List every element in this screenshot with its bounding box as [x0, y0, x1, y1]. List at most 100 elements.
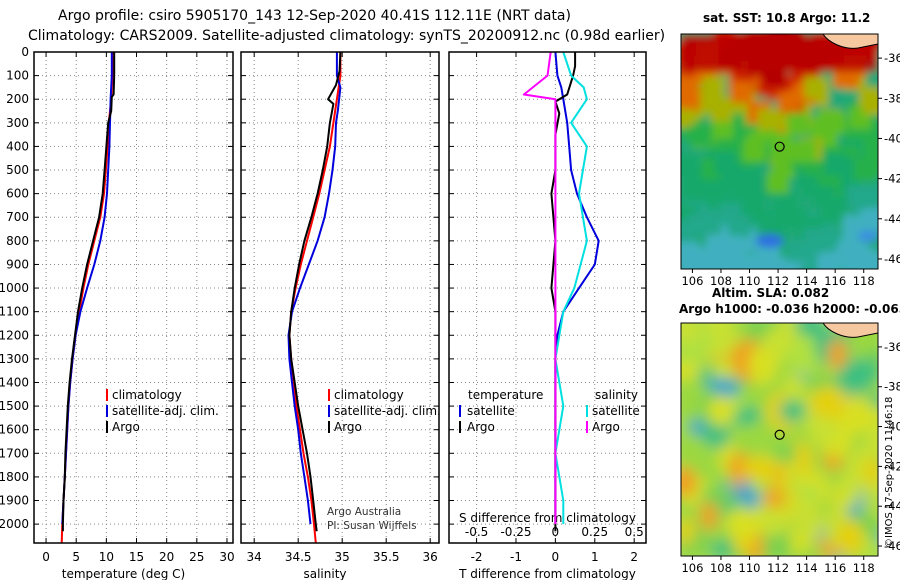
- map-blob: [724, 509, 762, 538]
- y-tick-label: 1000: [0, 281, 29, 295]
- title-line1: Argo profile: csiro 5905170_143 12-Sep-2…: [58, 8, 571, 24]
- map-cell: [684, 179, 707, 202]
- map-blob: [681, 323, 700, 343]
- map-y-tick-label: -36: [884, 340, 900, 354]
- map-cell: [743, 139, 766, 162]
- map-y-tick-label: -40: [884, 420, 900, 434]
- map-blob: [840, 397, 876, 433]
- map-blob: [807, 416, 840, 446]
- legend-climatology-label: climatology: [112, 388, 182, 402]
- x-tick-label: 34.5: [285, 550, 312, 564]
- map-cell: [853, 158, 876, 181]
- map-blob: [827, 338, 848, 370]
- y-tick-label: 400: [6, 139, 29, 153]
- legend-s-argo-label: Argo: [592, 420, 620, 434]
- legend-temperature-title: temperature: [468, 388, 543, 402]
- s-tick-label: 0: [552, 525, 560, 539]
- x-tick-label: 35.5: [373, 550, 400, 564]
- map-blob: [778, 399, 807, 423]
- y-tick-label: 1600: [0, 423, 29, 437]
- plot-area: [241, 52, 439, 543]
- plot-frame: [33, 51, 234, 544]
- y-tick-label: 1200: [0, 328, 29, 342]
- s-tick-label: -0.25: [500, 525, 531, 539]
- map-frame: [680, 33, 879, 270]
- sst-map: 106 108 110 112 114 116 118 -36 -38 -40 -42 -44 -46: [680, 33, 900, 288]
- map-frame: [680, 322, 879, 557]
- map-y-tick-label: -42: [884, 459, 900, 473]
- map-blob: [783, 372, 804, 404]
- x-axis-label: temperature (deg C): [62, 567, 185, 580]
- map-cell: [711, 116, 734, 139]
- map-cell: [730, 81, 753, 104]
- map-cell: [824, 153, 847, 176]
- series-line-argo: [61, 52, 116, 532]
- argo-position-marker: [774, 141, 785, 152]
- map-blob: [809, 385, 848, 422]
- x-tick-label: 15: [129, 550, 144, 564]
- legend-satellite-label: satellite-adj. clim.: [334, 404, 441, 418]
- map-x-tick-label: 108: [710, 561, 732, 575]
- map-cell: [699, 90, 722, 113]
- y-tick-label: 200: [6, 92, 29, 106]
- x-tick-label: 10: [99, 550, 114, 564]
- y-tick-label: 2000: [0, 517, 29, 531]
- map-cell: [740, 166, 763, 189]
- y-tick-label: 300: [6, 116, 29, 130]
- y-tick-label: 800: [6, 234, 29, 248]
- y-tick-label: 1800: [0, 470, 29, 484]
- map-blob: [859, 357, 878, 388]
- map-y-tick-label: -38: [884, 91, 900, 105]
- x-tick-label: 34: [247, 550, 262, 564]
- legend-s-satellite-label: satellite: [592, 404, 640, 418]
- y-tick-label: 600: [6, 187, 29, 201]
- map-blob: [700, 497, 718, 532]
- x-tick-label: 1: [591, 550, 599, 564]
- map-blob: [681, 466, 697, 498]
- map-x-tick-label: 110: [739, 274, 761, 288]
- legend-salinity-title: salinity: [595, 388, 638, 402]
- temperature-legend: climatology satellite-adj. clim. Argo: [106, 388, 219, 434]
- map-cell: [864, 208, 878, 231]
- x-tick-label: -1: [510, 550, 522, 564]
- map-field: [681, 323, 878, 556]
- series-line-s-argo: [522, 51, 557, 525]
- x-tick-label: 5: [72, 550, 80, 564]
- map-blob: [708, 395, 735, 427]
- map-cell: [817, 253, 840, 269]
- s-tick-label: 0.25: [581, 525, 608, 539]
- map-cell: [697, 209, 720, 232]
- credit-line1: Argo Australia: [327, 506, 401, 518]
- legend-argo-label: Argo: [112, 420, 140, 434]
- map-coastline: [822, 323, 878, 338]
- map-blob: [748, 345, 778, 385]
- plot-frame: [240, 51, 440, 544]
- x-tick-label: 30: [219, 550, 234, 564]
- map-cell: [681, 153, 699, 176]
- map-x-tick-label: 116: [824, 274, 846, 288]
- x-tick-label: -2: [471, 550, 483, 564]
- map-cell: [681, 86, 703, 109]
- map-field-blur: [681, 323, 878, 556]
- map-blob: [681, 363, 704, 380]
- series-line-s-satellite: [554, 51, 588, 525]
- map-blob: [773, 442, 797, 464]
- map-x-tick-label: 108: [710, 274, 732, 288]
- map-cell: [777, 89, 800, 112]
- map-blob: [858, 230, 878, 243]
- map-blob: [699, 486, 734, 505]
- map-y-tick-label: -46: [884, 252, 900, 266]
- series-line-t-argo: [550, 52, 577, 532]
- x-axis-label: T difference from climatology: [458, 567, 636, 580]
- x-tick-label: 2: [630, 550, 638, 564]
- map-blob: [712, 353, 733, 385]
- plot-area: [34, 52, 233, 543]
- sla-map-title-line2: Argo h1000: -0.036 h2000: -0.065: [679, 302, 900, 316]
- map-x-tick-label: 110: [739, 561, 761, 575]
- difference-panel: -2 -1 0 1 2 -0.5 -0.25 0 0.25 0.5S difference fro…: [448, 51, 647, 580]
- map-x-tick-label: 112: [767, 274, 789, 288]
- map-cell: [803, 76, 826, 99]
- y-tick-label: 1500: [0, 399, 29, 413]
- credit-line2: PI: Susan Wijffels: [327, 520, 417, 532]
- map-blob: [861, 458, 878, 485]
